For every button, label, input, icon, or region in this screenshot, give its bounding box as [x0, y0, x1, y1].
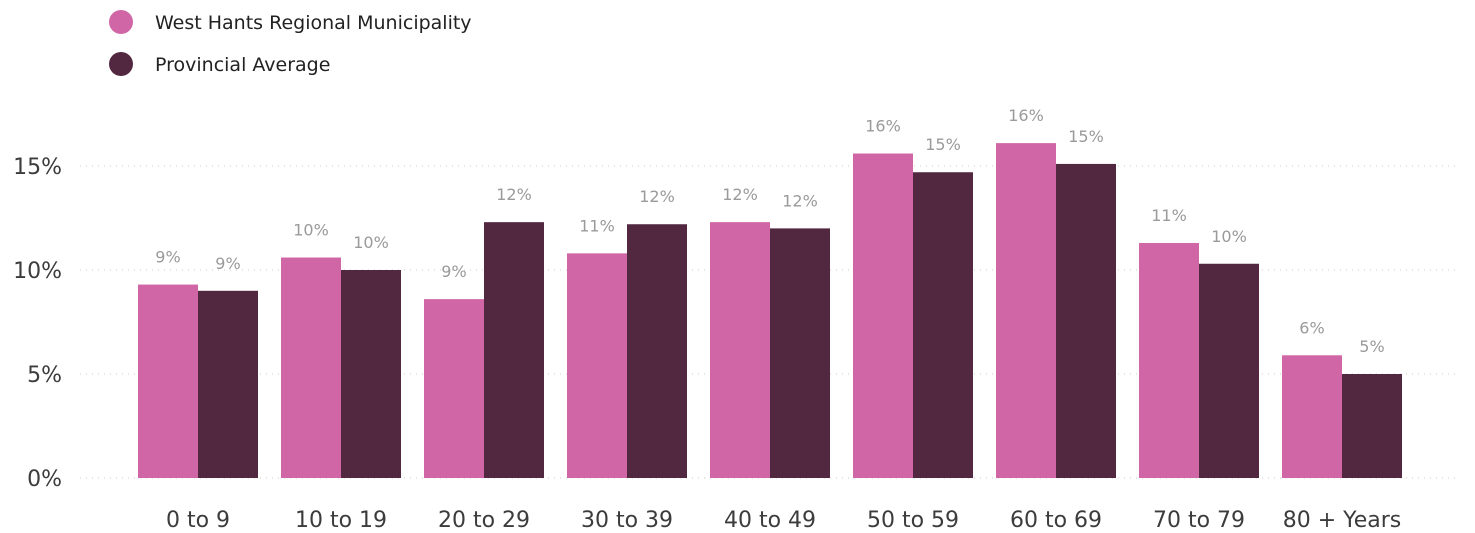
x-category-label-6: 60 to 69 [1010, 508, 1102, 533]
bar-s0-c5 [853, 153, 913, 478]
bars [138, 143, 1402, 479]
chart-legend: West Hants Regional Municipality Provinci… [109, 10, 472, 76]
data-label-s1-c6: 15% [1068, 127, 1104, 146]
x-category-label-3: 30 to 39 [581, 508, 673, 533]
bar-s1-c8 [1342, 374, 1402, 478]
data-label-s1-c5: 15% [925, 135, 961, 154]
data-label-s0-c0: 9% [155, 248, 180, 267]
bar-s1-c5 [913, 172, 973, 479]
data-label-s1-c0: 9% [215, 254, 240, 273]
bar-s1-c1 [341, 270, 401, 478]
legend-label-0: West Hants Regional Municipality [155, 12, 472, 34]
y-tick-label-3: 15% [13, 155, 62, 180]
bar-s0-c4 [710, 222, 770, 478]
data-label-s0-c2: 9% [441, 262, 466, 281]
data-label-s0-c5: 16% [865, 117, 901, 136]
data-label-s0-c8: 6% [1299, 318, 1324, 337]
x-category-label-5: 50 to 59 [867, 508, 959, 533]
bar-s0-c0 [138, 284, 198, 478]
y-axis: 0% 5% 10% 15% [13, 155, 62, 492]
legend-label-1: Provincial Average [155, 54, 330, 76]
bar-s0-c1 [281, 257, 341, 478]
x-category-label-0: 0 to 9 [166, 508, 230, 533]
x-category-label-4: 40 to 49 [724, 508, 816, 533]
y-tick-label-1: 5% [27, 363, 62, 388]
bar-s1-c3 [627, 224, 687, 478]
data-labels: 9% 9% 10% 10% 9% 12% 11% 12% 12% 12% 16% 15% 16% 15% 1… [155, 106, 1384, 356]
x-category-label-2: 20 to 29 [438, 508, 530, 533]
data-label-s1-c7: 10% [1211, 227, 1247, 246]
bar-s1-c2 [484, 222, 544, 478]
legend-marker-0 [109, 10, 133, 34]
data-label-s0-c4: 12% [722, 185, 758, 204]
data-label-s1-c3: 12% [639, 187, 675, 206]
bar-s0-c7 [1139, 242, 1199, 478]
x-category-label-1: 10 to 19 [295, 508, 387, 533]
data-label-s0-c7: 11% [1151, 206, 1187, 225]
bar-s0-c6 [996, 143, 1056, 478]
x-axis: 0 to 9 10 to 19 20 to 29 30 to 39 40 to 49 50… [166, 508, 1401, 533]
data-label-s0-c1: 10% [293, 221, 329, 240]
bar-s1-c0 [198, 290, 258, 478]
bar-s1-c4 [770, 228, 830, 478]
data-label-s1-c8: 5% [1359, 337, 1384, 356]
data-label-s1-c2: 12% [496, 185, 532, 204]
y-tick-label-0: 0% [27, 467, 62, 492]
bar-s0-c8 [1282, 355, 1342, 478]
bar-s1-c7 [1199, 263, 1259, 478]
y-tick-label-2: 10% [13, 259, 62, 284]
data-label-s0-c3: 11% [579, 216, 615, 235]
x-category-label-7: 70 to 79 [1153, 508, 1245, 533]
data-label-s1-c4: 12% [782, 191, 818, 210]
data-label-s1-c1: 10% [353, 233, 389, 252]
bar-s0-c3 [567, 253, 627, 478]
bar-s1-c6 [1056, 163, 1116, 479]
x-category-label-8: 80 + Years [1283, 508, 1401, 533]
data-label-s0-c6: 16% [1008, 106, 1044, 125]
bar-s0-c2 [424, 299, 484, 478]
legend-marker-1 [109, 52, 133, 76]
